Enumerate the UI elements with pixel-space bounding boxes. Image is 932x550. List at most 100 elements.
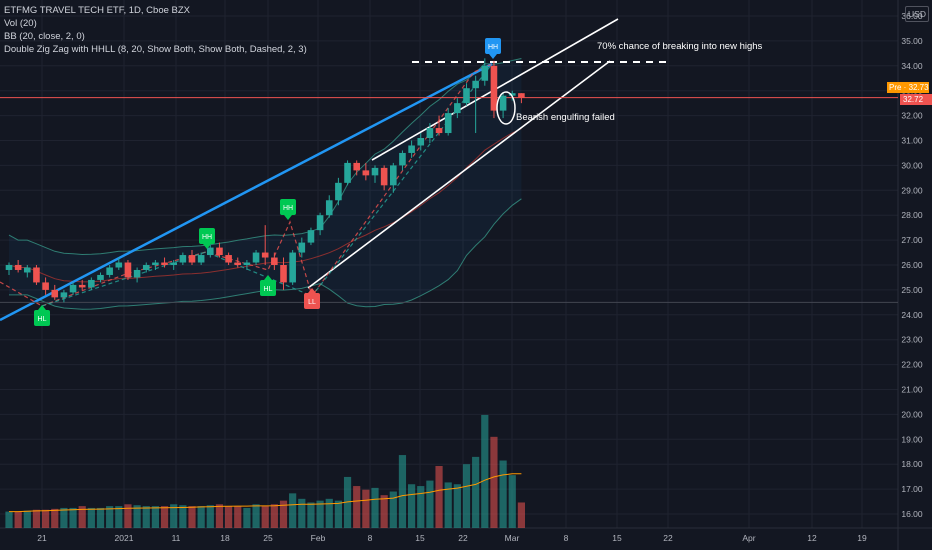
volume-bar	[87, 507, 95, 528]
pre-value: 32.73	[908, 83, 929, 92]
candle-body	[69, 284, 77, 293]
indicator-bollinger[interactable]: BB (20, close, 2, 0)	[4, 31, 85, 42]
x-tick-label: 15	[415, 533, 425, 543]
candles	[5, 58, 525, 303]
candle-body	[14, 265, 22, 270]
candle-body	[417, 138, 425, 146]
candle-body	[161, 262, 168, 265]
channel-lower-line	[307, 60, 611, 289]
x-tick-label: 15	[612, 533, 622, 543]
candle-body	[115, 262, 123, 268]
x-tick-label: 8	[368, 533, 373, 543]
volume-bar	[252, 504, 260, 528]
pivot-label: HL	[264, 286, 273, 293]
blue-trendline	[0, 62, 493, 322]
volume-bar	[417, 486, 425, 528]
volume-bar	[151, 506, 159, 528]
indicator-zigzag[interactable]: Double Zig Zag with HHLL (8, 20, Show Bo…	[4, 44, 307, 55]
y-tick-label: 20.00	[901, 409, 923, 419]
volume-bar	[316, 500, 324, 528]
volume-bar	[380, 495, 388, 528]
candle-body	[152, 262, 159, 265]
candle-body	[426, 128, 434, 139]
y-tick-label: 32.00	[901, 111, 923, 121]
volume-bar	[133, 505, 141, 528]
volume-bar	[398, 455, 407, 528]
candle-body	[197, 255, 205, 263]
indicator-volume[interactable]: Vol (20)	[4, 18, 37, 29]
volume-bar	[42, 509, 50, 528]
volume-bar	[170, 504, 178, 528]
volume-bar	[5, 511, 13, 528]
volume-bars	[5, 414, 525, 528]
candle-body	[261, 252, 269, 258]
volume-bar	[472, 456, 480, 528]
y-tick-label: 28.00	[901, 210, 923, 220]
x-tick-label: 22	[458, 533, 468, 543]
volume-ma	[9, 473, 522, 513]
volume-bar	[69, 507, 77, 528]
volume-bar	[206, 505, 214, 528]
zigzag-line	[41, 63, 493, 307]
pivot-pointer	[264, 275, 272, 280]
volume-bar	[215, 504, 224, 528]
volume-bar	[334, 500, 342, 528]
volume-bar	[408, 484, 416, 528]
pivot-label-box	[260, 280, 276, 296]
volume-bar	[234, 506, 242, 528]
volume-bar	[279, 500, 288, 528]
currency-button[interactable]: USD	[905, 6, 929, 22]
pivot-label: HH	[202, 234, 212, 241]
candle-body	[444, 113, 452, 134]
volume-bar	[197, 506, 205, 528]
candle-body	[362, 170, 370, 176]
candle-body	[353, 162, 360, 171]
y-tick-label: 27.00	[901, 235, 923, 245]
pivot-label: LL	[308, 299, 316, 306]
candle-body	[390, 165, 397, 186]
candle-body	[307, 230, 315, 243]
y-tick-label: 34.00	[901, 61, 923, 71]
volume-bar	[435, 466, 443, 528]
volume-bar	[243, 507, 251, 528]
candle-body	[5, 265, 13, 270]
pivot-pointer	[203, 244, 211, 249]
pivot-label-box	[304, 293, 320, 309]
volume-bar	[481, 414, 489, 528]
candle-body	[399, 152, 406, 166]
candle-body	[463, 88, 470, 104]
volume-bar	[96, 507, 105, 528]
candle-body	[518, 93, 525, 98]
pivot-label: HH	[283, 205, 293, 212]
x-tick-label: 25	[263, 533, 273, 543]
y-tick-label: 36.00	[901, 11, 923, 21]
pivot-pointer	[489, 54, 497, 59]
volume-bar	[23, 510, 31, 528]
volume-bar	[124, 504, 132, 528]
y-tick-label: 29.00	[901, 185, 923, 195]
candle-body	[344, 162, 351, 183]
pivot-label-box	[34, 310, 50, 326]
volume-bar	[462, 464, 471, 528]
y-tick-label: 17.00	[901, 484, 923, 494]
candle-body	[271, 257, 278, 265]
x-tick-label: 18	[220, 533, 230, 543]
candle-body	[289, 252, 296, 283]
candle-body	[508, 93, 516, 96]
symbol-title: ETFMG TRAVEL TECH ETF, 1D, Cboe BZX	[4, 5, 190, 16]
candle-body	[243, 262, 251, 265]
volume-bar	[179, 505, 187, 528]
y-tick-label: 22.00	[901, 360, 923, 370]
pivot-label-box	[199, 228, 215, 244]
candle-body	[225, 255, 232, 263]
pivot-pointer	[38, 305, 46, 310]
y-tick-label: 16.00	[901, 509, 923, 519]
x-tick-label: 19	[857, 533, 867, 543]
volume-bar	[32, 509, 41, 528]
pre-label: Pre	[889, 83, 902, 92]
candle-body	[454, 103, 461, 114]
candle-body	[280, 265, 287, 283]
volume-bar	[14, 511, 22, 528]
candle-body	[499, 95, 507, 111]
